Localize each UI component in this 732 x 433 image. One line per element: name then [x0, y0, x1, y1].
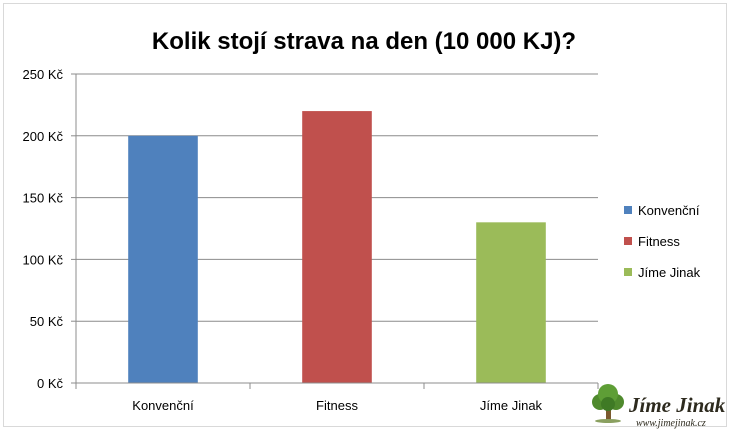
legend-label-2: Jíme Jinak	[638, 265, 701, 280]
y-axis: 0 Kč 50 Kč 100 Kč 150 Kč 200 Kč 250 Kč	[23, 67, 77, 391]
x-axis: Konvenční Fitness Jíme Jinak	[75, 382, 599, 413]
y-tick-label-4: 200 Kč	[23, 129, 64, 144]
legend-swatch-1	[624, 237, 632, 245]
x-tick-label-2: Jíme Jinak	[480, 398, 543, 413]
logo-name: Jíme Jinak	[628, 393, 726, 417]
bar-0	[128, 135, 198, 383]
legend-swatch-2	[624, 268, 632, 276]
site-logo[interactable]: Jíme Jinak www.jimejinak.cz	[592, 384, 726, 429]
y-tick-label-5: 250 Kč	[23, 67, 64, 82]
logo-url: www.jimejinak.cz	[636, 418, 706, 429]
legend-label-1: Fitness	[638, 234, 680, 249]
legend-swatch-0	[624, 206, 632, 214]
bar-1	[302, 111, 372, 383]
tree-icon	[592, 384, 624, 423]
legend: Konvenční Fitness Jíme Jinak	[624, 203, 701, 280]
bar-2	[476, 222, 546, 383]
y-tick-label-0: 0 Kč	[37, 376, 64, 391]
bars	[128, 111, 546, 383]
legend-label-0: Konvenční	[638, 203, 700, 218]
chart-title: Kolik stojí strava na den (10 000 KJ)?	[152, 28, 576, 55]
x-tick-label-0: Konvenční	[132, 398, 194, 413]
x-tick-label-1: Fitness	[316, 398, 358, 413]
y-tick-label-1: 50 Kč	[30, 314, 64, 329]
y-tick-label-2: 100 Kč	[23, 252, 64, 267]
y-tick-label-3: 150 Kč	[23, 191, 64, 206]
